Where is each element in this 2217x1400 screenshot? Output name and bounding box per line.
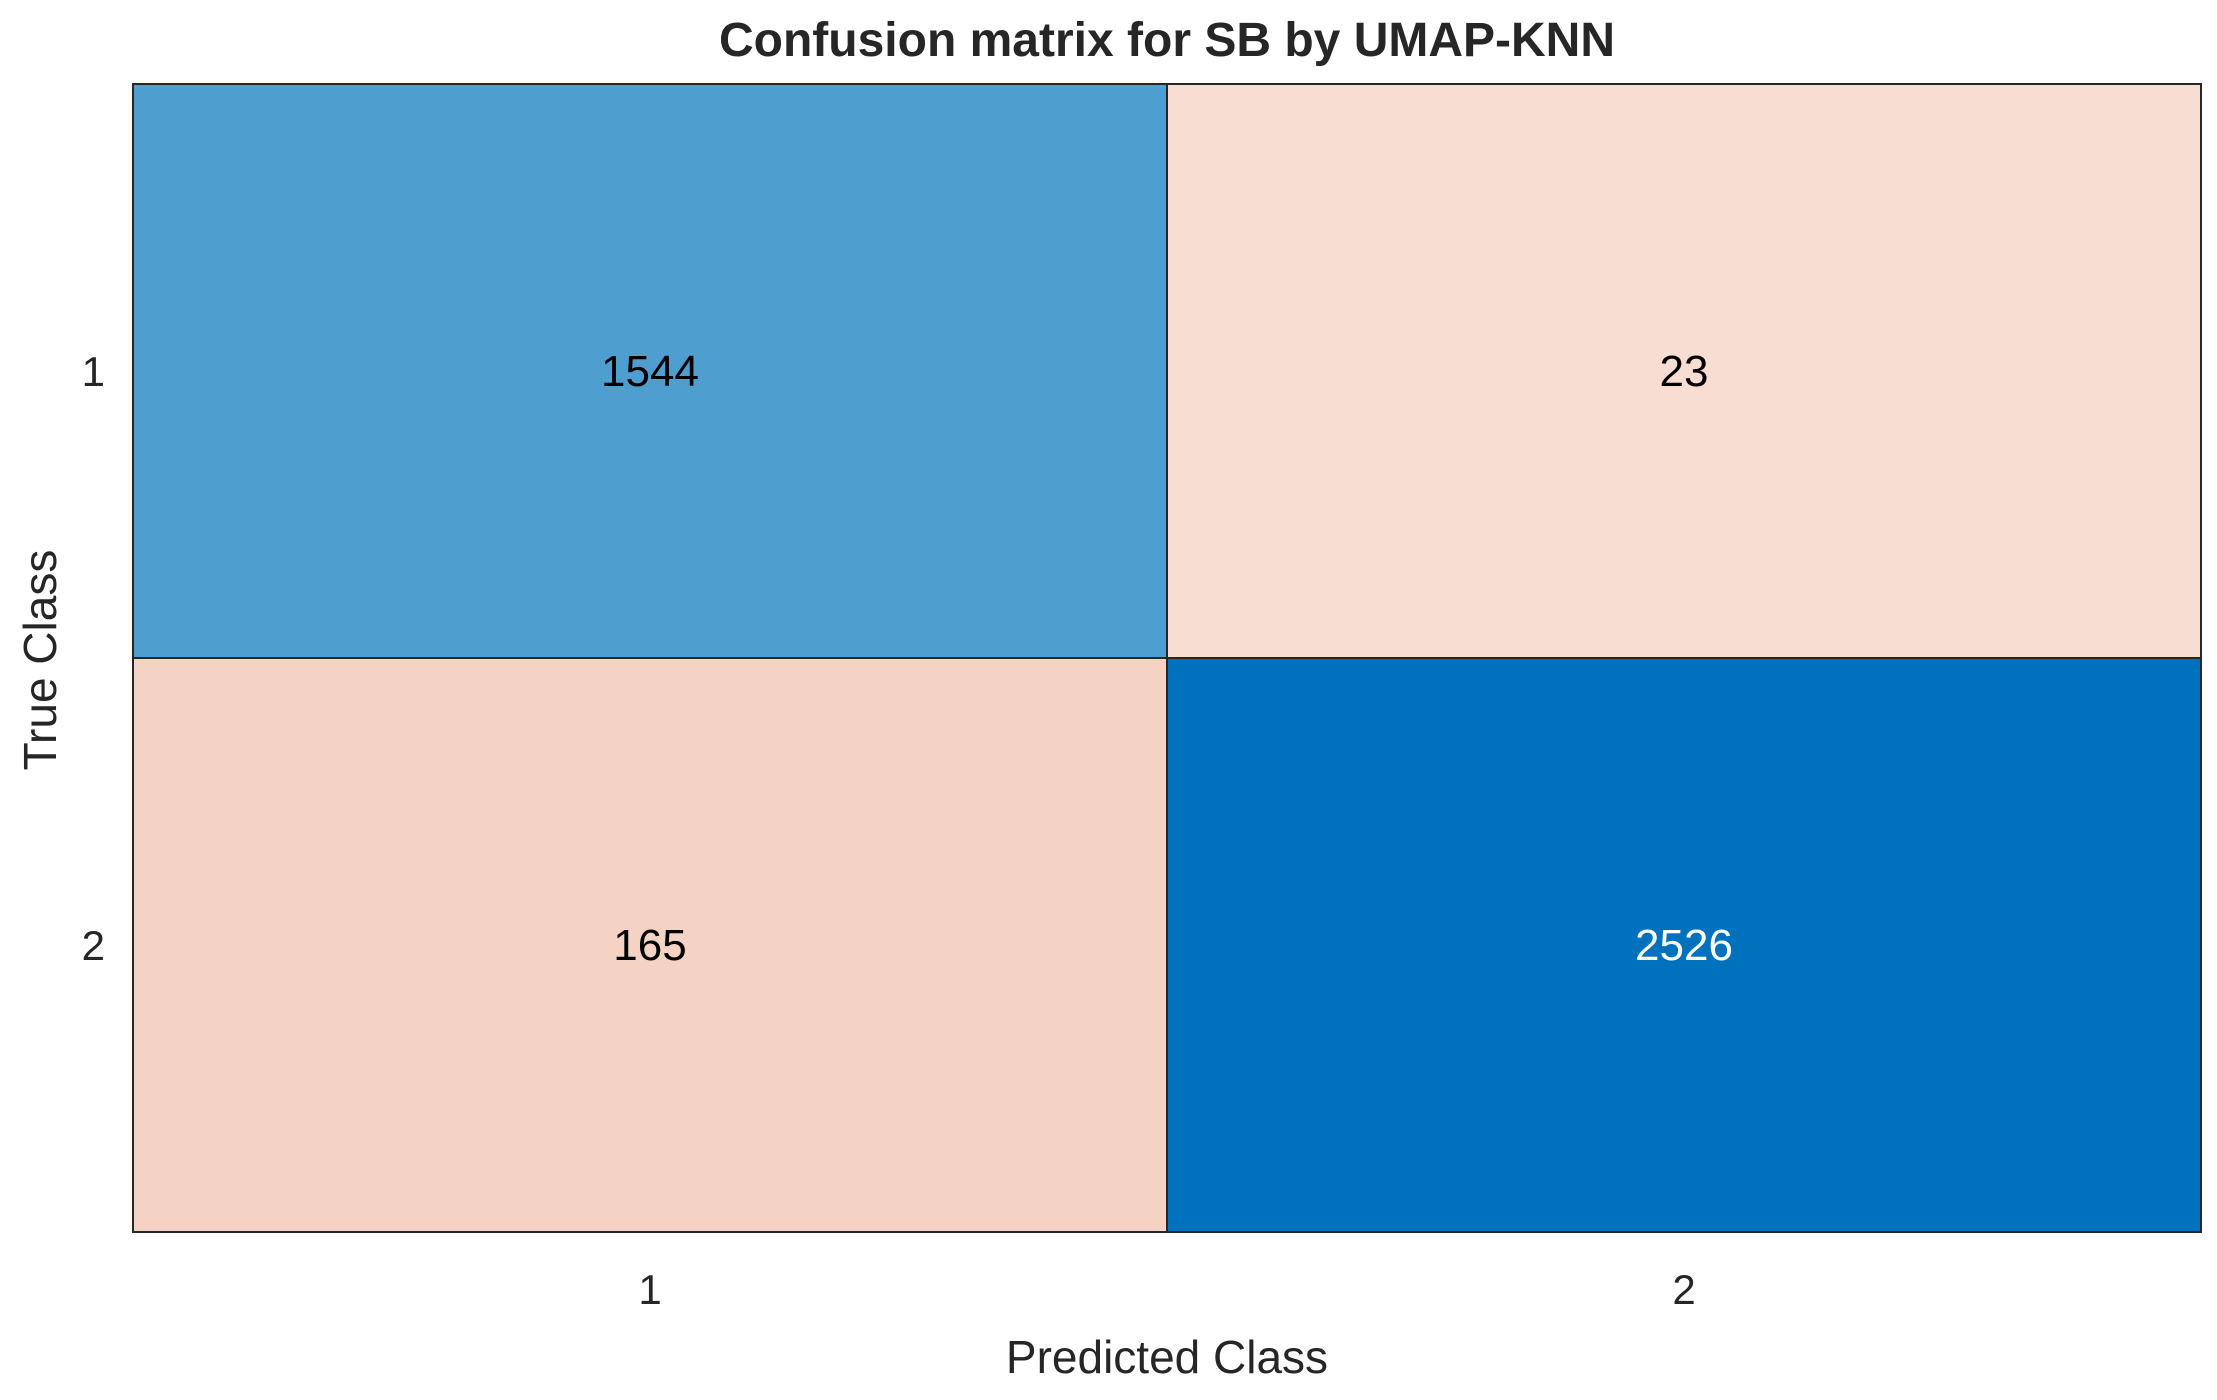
matrix-cell-r1-c1 (132, 83, 1168, 659)
y-tick-label-2: 2 (82, 922, 105, 969)
cell-value-r2-c1: 165 (613, 921, 686, 970)
matrix-cells: 1544 23 165 2526 (132, 83, 2202, 1233)
matrix-cell-r2-c2 (1166, 657, 2202, 1233)
cell-value-r1-c2: 23 (1660, 347, 1709, 396)
y-tick-labels: 12 (82, 348, 105, 969)
y-axis-label: True Class (14, 550, 66, 771)
chart-title: Confusion matrix for SB by UMAP-KNN (719, 14, 1615, 67)
matrix-cell-r2-c1 (132, 657, 1168, 1233)
x-tick-label-1: 1 (638, 1266, 661, 1313)
cell-value-r1-c1: 1544 (601, 347, 699, 396)
y-tick-label-1: 1 (82, 348, 105, 395)
matrix-cell-r1-c2 (1166, 83, 2202, 659)
x-axis-label: Predicted Class (1006, 1331, 1328, 1383)
cell-value-r2-c2: 2526 (1635, 921, 1733, 970)
x-tick-label-2: 2 (1672, 1266, 1695, 1313)
